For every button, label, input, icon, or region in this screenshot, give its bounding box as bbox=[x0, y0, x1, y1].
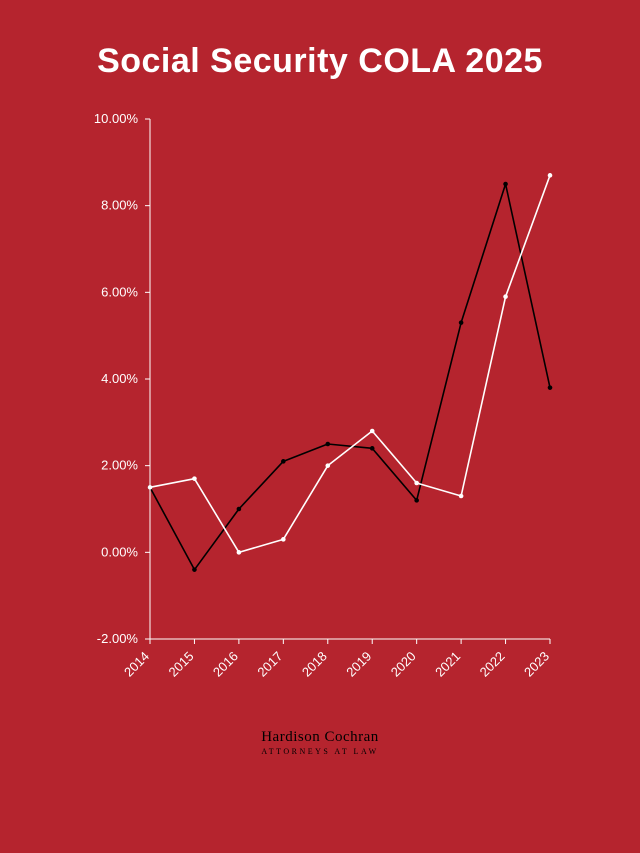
y-tick-label: 8.00% bbox=[101, 198, 138, 213]
series-marker bbox=[370, 446, 375, 451]
x-tick-label: 2020 bbox=[388, 649, 419, 680]
x-tick-label: 2023 bbox=[521, 649, 552, 680]
y-tick-label: 10.00% bbox=[94, 111, 139, 126]
series-marker bbox=[281, 537, 286, 542]
footer-brand: Hardison Cochran ATTORNEYS AT LAW bbox=[0, 729, 640, 756]
series-marker bbox=[192, 567, 197, 572]
y-tick-label: -2.00% bbox=[97, 631, 139, 646]
series-marker bbox=[503, 182, 508, 187]
x-tick-label: 2021 bbox=[432, 649, 463, 680]
x-tick-label: 2016 bbox=[210, 649, 241, 680]
series-marker bbox=[281, 459, 286, 464]
chart-container: -2.00% 0.00% 2.00% 4.00% 6.00% 8.00% 10.00% 201… bbox=[60, 89, 580, 729]
footer-brand-tagline: ATTORNEYS AT LAW bbox=[0, 747, 640, 756]
x-tick-label: 2018 bbox=[299, 649, 330, 680]
series-marker bbox=[414, 498, 419, 503]
series-marker bbox=[325, 463, 330, 468]
x-tick-label: 2019 bbox=[343, 649, 374, 680]
x-tick-label: 2014 bbox=[121, 649, 152, 680]
series-marker bbox=[548, 385, 553, 390]
x-tick-label: 2022 bbox=[477, 649, 508, 680]
series-marker bbox=[148, 485, 153, 490]
series-marker bbox=[459, 320, 464, 325]
series-marker bbox=[414, 481, 419, 486]
chart-title: Social Security COLA 2025 bbox=[0, 42, 640, 81]
x-tick-label: 2015 bbox=[166, 649, 197, 680]
series-marker bbox=[459, 494, 464, 499]
y-tick-label: 0.00% bbox=[101, 544, 138, 559]
x-tick-label: 2017 bbox=[254, 649, 285, 680]
series-marker bbox=[237, 507, 242, 512]
series-line-0 bbox=[150, 184, 550, 570]
series-marker bbox=[192, 476, 197, 481]
series-marker bbox=[237, 550, 242, 555]
series-marker bbox=[325, 442, 330, 447]
series-marker bbox=[548, 173, 553, 178]
y-tick-label: 4.00% bbox=[101, 371, 138, 386]
footer-brand-name: Hardison Cochran bbox=[0, 729, 640, 746]
line-chart: -2.00% 0.00% 2.00% 4.00% 6.00% 8.00% 10.00% 201… bbox=[60, 89, 580, 729]
y-tick-label: 6.00% bbox=[101, 284, 138, 299]
series-marker bbox=[503, 294, 508, 299]
series-marker bbox=[370, 429, 375, 434]
y-tick-label: 2.00% bbox=[101, 458, 138, 473]
